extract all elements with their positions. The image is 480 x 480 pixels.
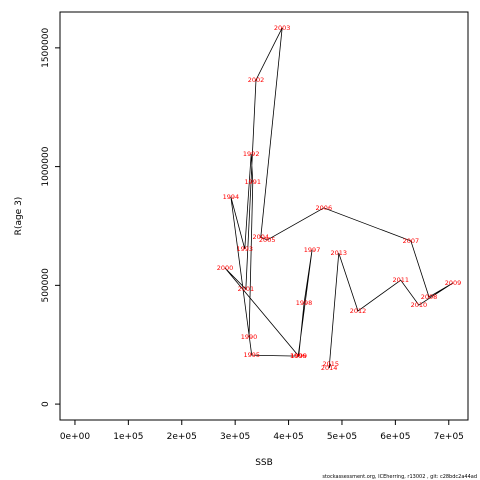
year-label: 1995 xyxy=(243,351,260,359)
x-tick-label: 2e+05 xyxy=(167,432,197,442)
year-label: 2007 xyxy=(403,237,420,245)
x-tick-label: 7e+05 xyxy=(434,432,464,442)
year-label: 1992 xyxy=(243,150,260,158)
year-label: 2000 xyxy=(217,264,234,272)
year-label: 1996 xyxy=(290,352,307,360)
year-label: 1999 xyxy=(290,352,307,360)
x-tick-label: 5e+05 xyxy=(327,432,357,442)
plot-frame xyxy=(59,11,469,421)
year-label: 2012 xyxy=(350,307,367,315)
footer: stockassessment.org, ICEherring, r13002 … xyxy=(322,474,477,480)
year-label: 2010 xyxy=(411,301,428,309)
year-label: 2002 xyxy=(248,76,265,84)
x-tick-label: 1e+05 xyxy=(113,432,143,442)
year-label: 2004 xyxy=(253,233,270,241)
year-label: 1998 xyxy=(296,299,313,307)
y-axis-label: R(age 3) xyxy=(14,197,24,236)
year-label: 1990 xyxy=(241,333,258,341)
year-label: 1993 xyxy=(237,245,254,253)
year-label: 1994 xyxy=(223,193,240,201)
year-label: 2001 xyxy=(238,285,255,293)
x-axis-label: SSB xyxy=(255,458,273,468)
year-label: 2003 xyxy=(274,24,291,32)
year-label: 2013 xyxy=(330,249,347,257)
y-tick-label: 1000000 xyxy=(41,146,51,186)
y-tick-label: 0 xyxy=(41,401,51,407)
year-label: 2009 xyxy=(445,279,462,287)
year-label: 2015 xyxy=(322,360,339,368)
x-tick-label: 3e+05 xyxy=(220,432,250,442)
year-label: 1991 xyxy=(245,178,262,186)
year-label: 2006 xyxy=(316,204,333,212)
y-tick-label: 500000 xyxy=(41,268,51,303)
year-label: 2011 xyxy=(392,276,409,284)
year-label: 2014 xyxy=(321,364,338,372)
year-label: 2005 xyxy=(259,236,276,244)
trajectory xyxy=(224,27,454,369)
x-tick-label: 6e+05 xyxy=(380,432,410,442)
y-tick-label: 1500000 xyxy=(41,28,51,68)
year-label: 1997 xyxy=(304,246,321,254)
x-tick-label: 0e+00 xyxy=(60,432,91,442)
x-tick-label: 4e+05 xyxy=(273,432,303,442)
year-label: 2008 xyxy=(421,293,438,301)
